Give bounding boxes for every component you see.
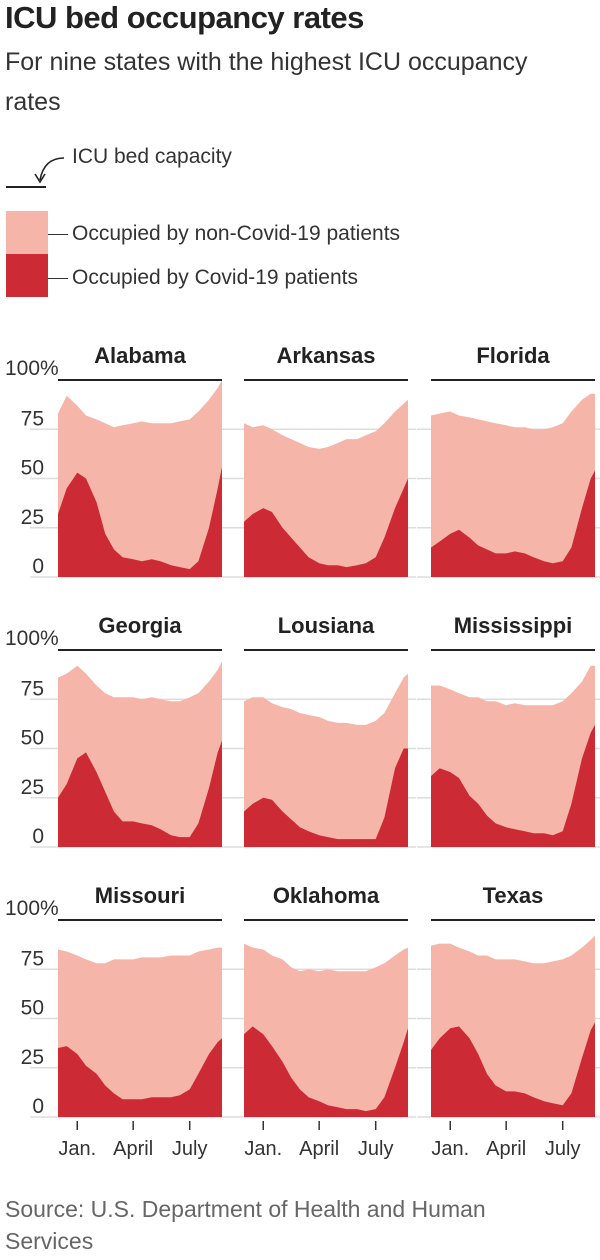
panel-florida: Florida [417,343,600,578]
area-non-covid [431,393,595,577]
x-tick-label: Jan. [244,1138,282,1160]
panel-title: Arkansas [276,343,375,368]
source-note: Source: U.S. Department of Health and Hu… [5,1196,486,1254]
area-non-covid [244,673,408,847]
y-tick-label: 0 [32,825,44,848]
y-tick-label: 25 [21,1046,44,1069]
capacity-arrow-icon [6,157,65,188]
y-tick-label: 50 [21,727,44,750]
small-multiples-chart: Alabama 100% 75 50 25 0 Arkansas Florida Georgia… [5,343,600,1160]
panel-title: Missouri [95,883,185,908]
area-covid [244,478,408,577]
x-tick-label: Jan. [431,1138,469,1160]
legend-leader-line [48,234,68,235]
legend-covid-label: Occupied by Covid-19 patients [72,266,358,289]
y-tick-label: 0 [32,1095,44,1118]
y-tick-label: 50 [21,997,44,1020]
legend-capacity-label: ICU bed capacity [72,145,232,168]
panel-title: Lousiana [278,613,375,638]
x-tick-label: Jan. [58,1138,96,1160]
legend-non-covid-swatch [6,211,48,254]
x-tick-label: July [172,1138,208,1160]
panel-texas: Texas Jan. April July [417,883,600,1160]
chart-subtitle: For nine states with the highest ICU occ… [5,48,528,116]
legend-covid-swatch [6,254,48,297]
area-covid [58,1038,222,1117]
panel-title: Alabama [94,343,186,368]
panel-oklahoma: Oklahoma Jan. April July [230,883,416,1160]
x-tick-label: July [545,1138,581,1160]
legend-non-covid-label: Occupied by non-Covid-19 patients [72,222,401,245]
x-tick-label: July [358,1138,394,1160]
panel-title: Georgia [98,613,182,638]
area-covid [244,1026,408,1117]
y-tick-label: 100% [5,357,59,380]
panel-georgia: Georgia 100% 75 50 25 0 [5,613,230,848]
y-tick-label: 0 [32,555,44,578]
y-tick-label: 100% [5,897,59,920]
panel-missouri: Missouri 100% 75 50 25 0 Jan. April July [5,883,230,1160]
area-covid [244,748,408,847]
panel-arkansas: Arkansas [230,343,416,578]
area-covid [431,470,595,577]
area-covid [58,740,222,847]
panel-mississippi: Mississippi [417,613,600,848]
y-tick-label: 75 [21,947,44,970]
y-tick-label: 100% [5,627,59,650]
legend-leader-line [48,278,68,279]
x-tick-label: April [486,1138,526,1160]
area-non-covid [58,947,222,1117]
panel-alabama: Alabama 100% 75 50 25 0 [5,343,230,578]
area-covid [58,466,222,577]
y-tick-label: 75 [21,407,44,430]
panel-title: Oklahoma [273,883,380,908]
y-tick-label: 25 [21,776,44,799]
panel-title: Mississippi [454,613,573,638]
panel-lousiana: Lousiana [230,613,416,848]
x-tick-label: April [299,1138,339,1160]
area-covid [431,1022,595,1117]
chart-title: ICU bed occupancy rates [5,0,364,35]
y-tick-label: 25 [21,506,44,529]
y-tick-label: 75 [21,677,44,700]
x-tick-label: April [113,1138,153,1160]
area-covid [431,724,595,847]
panel-title: Texas [483,883,544,908]
y-tick-label: 50 [21,457,44,480]
panel-title: Florida [476,343,550,368]
